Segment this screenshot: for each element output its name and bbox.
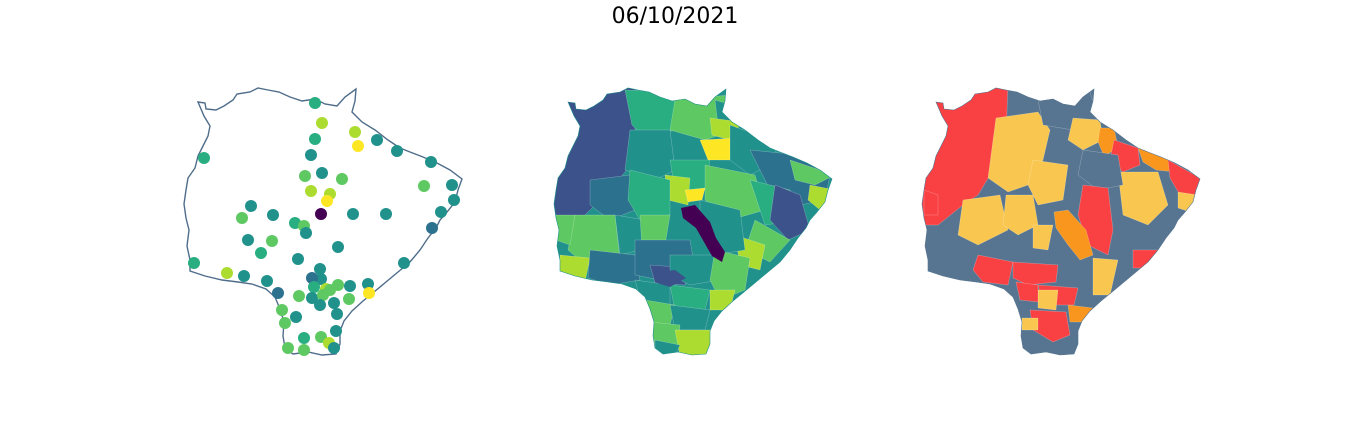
data-point — [300, 227, 312, 239]
data-point — [316, 167, 328, 179]
region — [589, 174, 636, 221]
figure-title: 06/10/2021 — [611, 4, 739, 29]
data-point — [308, 281, 320, 293]
data-point — [314, 299, 326, 311]
data-point — [315, 273, 327, 285]
region — [1012, 261, 1059, 286]
data-point — [331, 308, 343, 320]
viridis-map-border — [553, 87, 833, 356]
data-point — [328, 297, 340, 309]
data-point — [448, 194, 460, 206]
risk-map-regions — [922, 88, 1200, 343]
data-point — [343, 293, 355, 305]
risk-map-border — [921, 87, 1201, 356]
data-point — [290, 311, 302, 323]
data-point — [426, 222, 438, 234]
data-point — [332, 279, 344, 291]
data-point — [293, 290, 305, 302]
region — [923, 189, 939, 216]
data-point — [314, 263, 326, 275]
region — [1117, 171, 1169, 226]
region — [1027, 159, 1069, 206]
region — [684, 187, 706, 203]
data-point — [266, 235, 278, 247]
data-point — [349, 126, 361, 138]
data-point — [435, 206, 447, 218]
data-point — [352, 140, 364, 152]
data-point — [292, 253, 304, 265]
region — [1132, 249, 1164, 269]
region — [709, 289, 736, 311]
data-point — [272, 287, 284, 299]
region — [587, 249, 641, 286]
data-point — [371, 134, 383, 146]
data-point — [425, 156, 437, 168]
region — [649, 321, 681, 346]
region — [972, 254, 1014, 286]
data-point — [380, 208, 392, 220]
data-point — [242, 234, 254, 246]
region — [1077, 149, 1124, 191]
region — [674, 329, 711, 355]
data-point — [221, 267, 233, 279]
data-point — [321, 195, 333, 207]
region — [769, 184, 811, 241]
data-point — [282, 342, 294, 354]
data-point — [305, 185, 317, 197]
data-point — [328, 342, 340, 354]
data-point — [298, 332, 310, 344]
region — [1053, 209, 1094, 261]
data-point — [347, 208, 359, 220]
region — [1015, 281, 1039, 303]
region — [681, 205, 725, 262]
region — [1032, 224, 1054, 251]
data-point — [315, 208, 327, 220]
data-point — [298, 344, 310, 356]
data-point — [255, 247, 267, 259]
data-point — [398, 257, 410, 269]
region — [1037, 289, 1059, 311]
data-point — [309, 133, 321, 145]
data-point — [238, 270, 250, 282]
choropleth-risk — [921, 87, 1201, 356]
region — [1067, 304, 1094, 323]
data-point — [188, 257, 200, 269]
choropleth-viridis — [553, 87, 833, 356]
region — [1021, 317, 1039, 331]
data-point — [330, 325, 342, 337]
region — [559, 254, 591, 283]
region — [1067, 117, 1104, 151]
data-point — [418, 180, 430, 192]
data-point — [305, 149, 317, 161]
data-point — [332, 241, 344, 253]
data-point — [198, 152, 210, 164]
data-point — [446, 179, 458, 191]
data-point — [306, 272, 318, 284]
dark-districts — [655, 205, 725, 287]
data-point — [236, 212, 248, 224]
data-point — [363, 287, 375, 299]
data-point — [279, 317, 291, 329]
data-point — [245, 200, 257, 212]
data-point — [309, 97, 321, 109]
data-point — [261, 275, 273, 287]
region — [957, 194, 1009, 246]
data-point — [336, 173, 348, 185]
data-point — [276, 304, 288, 316]
data-point — [362, 278, 374, 290]
data-point — [344, 280, 356, 292]
points-map — [183, 87, 463, 356]
data-point — [316, 117, 328, 129]
data-point — [299, 170, 311, 182]
region — [1002, 194, 1039, 236]
data-point — [317, 289, 329, 301]
viridis-map-regions — [554, 88, 832, 355]
data-point — [391, 145, 403, 157]
region — [655, 270, 686, 287]
data-point — [306, 292, 318, 304]
data-point — [267, 209, 279, 221]
